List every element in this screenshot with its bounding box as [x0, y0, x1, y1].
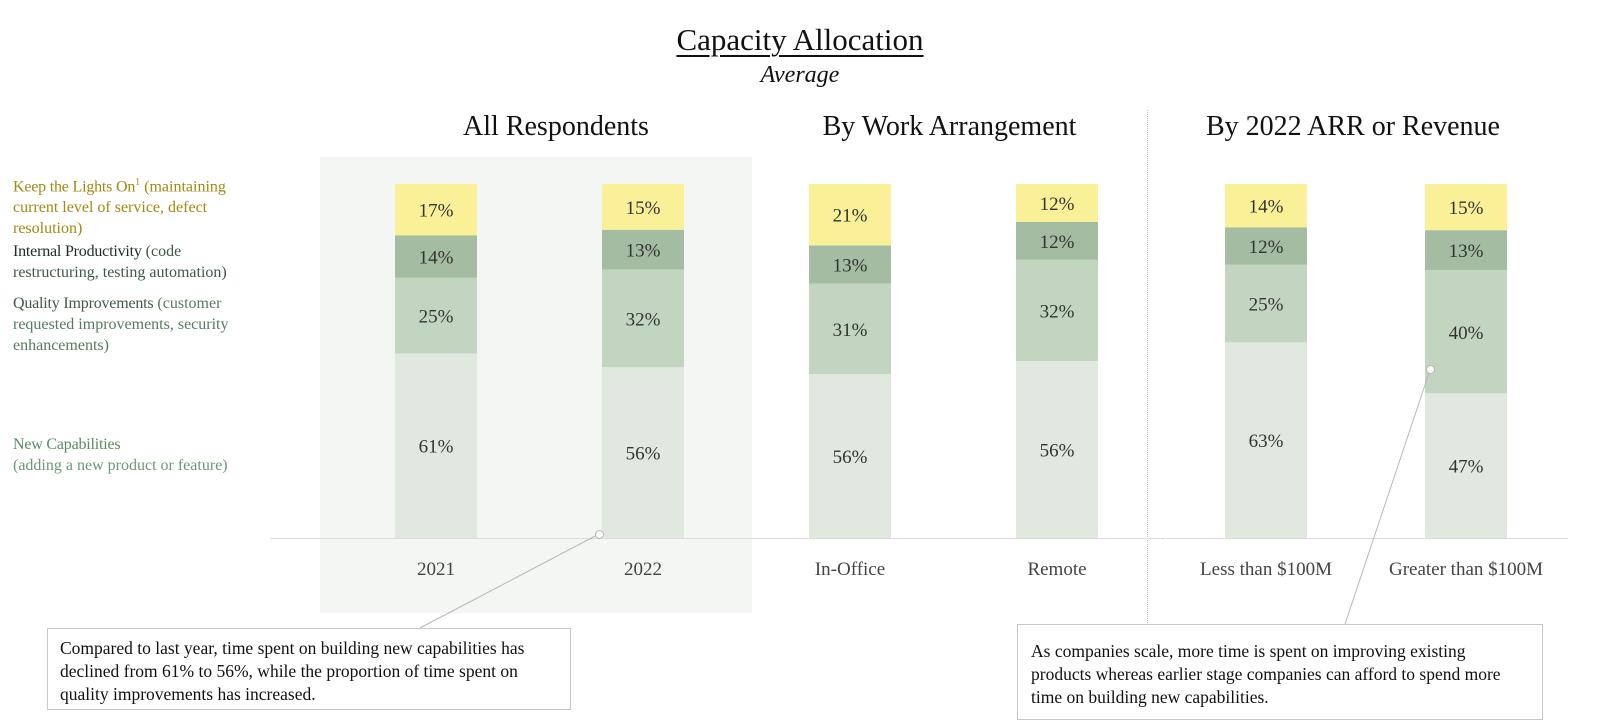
- bar-segment-new-capabilities: [1225, 342, 1307, 538]
- data-label: 14%: [1249, 197, 1284, 218]
- bar-segment-quality-improvements: [1016, 259, 1098, 361]
- bar-segment-new-capabilities: [1016, 361, 1098, 538]
- data-label: 12%: [1040, 194, 1075, 215]
- legend-keep-lights-on: Keep the Lights On1 (maintaining current…: [13, 172, 263, 239]
- data-label: 63%: [1249, 431, 1284, 452]
- bar-segment-keep-the-lights-on: [1225, 184, 1307, 228]
- bar-segment-new-capabilities: [395, 353, 477, 538]
- bar-segment-internal-productivity: [1225, 227, 1307, 265]
- bar-segment-quality-improvements: [602, 269, 684, 368]
- data-label: 13%: [833, 255, 868, 276]
- group-title-work-arrangement: By Work Arrangement: [822, 111, 1077, 142]
- category-label: Greater than $100M: [1389, 559, 1543, 580]
- data-label: 32%: [1040, 301, 1075, 322]
- data-label: 25%: [419, 307, 454, 328]
- chart-title: Capacity Allocation: [676, 22, 924, 57]
- bar-segment-keep-the-lights-on: [602, 184, 684, 230]
- data-label: 12%: [1040, 232, 1075, 253]
- category-label: 2021: [417, 559, 455, 580]
- legend-desc: (maintaining current level of service, d…: [13, 178, 226, 238]
- chart-subtitle: Average: [760, 62, 840, 88]
- bar-segment-keep-the-lights-on: [1016, 184, 1098, 222]
- bar-segment-internal-productivity: [395, 235, 477, 278]
- legend-name: Quality Improvements: [13, 295, 154, 312]
- data-label: 56%: [1040, 441, 1075, 462]
- legend-quality-improvements: Quality Improvements (customer requested…: [13, 293, 263, 356]
- legend-internal-productivity: Internal Productivity (code restructurin…: [13, 241, 263, 283]
- category-label: 2022: [624, 559, 662, 580]
- data-label: 25%: [1249, 295, 1284, 316]
- callout-left: Compared to last year, time spent on bui…: [47, 628, 571, 710]
- bar-segment-keep-the-lights-on: [395, 184, 477, 236]
- legend-desc: (customer requested improvements, securi…: [13, 295, 229, 354]
- bar-segment-keep-the-lights-on: [1425, 184, 1507, 231]
- data-label: 56%: [833, 447, 868, 468]
- legend-desc: (code restructuring, testing automation): [13, 243, 227, 281]
- data-label: 14%: [419, 248, 454, 269]
- group-title-all-respondents: All Respondents: [463, 111, 649, 142]
- group-divider: [1147, 110, 1148, 625]
- bar-segment-new-capabilities: [809, 374, 891, 538]
- data-label: 61%: [419, 437, 454, 458]
- group-title-arr-revenue: By 2022 ARR or Revenue: [1206, 111, 1500, 142]
- bar-segment-new-capabilities: [602, 367, 684, 538]
- data-label: 15%: [1449, 198, 1484, 219]
- bar-segment-quality-improvements: [1225, 264, 1307, 343]
- data-label: 13%: [1449, 241, 1484, 262]
- callout-left-anchor: [595, 530, 604, 539]
- legend-name: Keep the Lights On: [13, 178, 136, 196]
- bar-segment-new-capabilities: [1425, 393, 1507, 538]
- bar-segment-keep-the-lights-on: [809, 184, 891, 246]
- data-label: 21%: [833, 206, 868, 227]
- baseline-left: [270, 538, 1165, 539]
- data-label: 15%: [626, 198, 661, 219]
- data-label: 13%: [626, 241, 661, 262]
- bar-segment-internal-productivity: [1016, 221, 1098, 260]
- bar-segment-quality-improvements: [395, 277, 477, 354]
- data-label: 47%: [1449, 457, 1484, 478]
- callout-right-leader: [1344, 369, 1431, 625]
- data-label: 31%: [833, 320, 868, 341]
- bar-segment-quality-improvements: [1425, 270, 1507, 394]
- baseline-right: [1166, 538, 1568, 539]
- legend-name: New Capabilities: [13, 436, 121, 453]
- data-label: 17%: [419, 201, 454, 222]
- callout-right-anchor: [1426, 365, 1435, 374]
- category-label: Remote: [1027, 559, 1086, 580]
- category-label: In-Office: [815, 559, 885, 580]
- bar-segment-internal-productivity: [602, 229, 684, 270]
- legend-name: Internal Productivity: [13, 243, 142, 260]
- bar-segment-internal-productivity: [1425, 230, 1507, 271]
- data-label: 56%: [626, 444, 661, 465]
- bar-segment-quality-improvements: [809, 283, 891, 375]
- category-label: Less than $100M: [1200, 559, 1332, 580]
- legend-desc: (adding a new product or feature): [13, 457, 228, 474]
- legend-footnote: 1: [135, 177, 141, 188]
- data-label: 12%: [1249, 237, 1284, 258]
- callout-left-leader: [419, 533, 600, 629]
- callout-right: As companies scale, more time is spent o…: [1017, 624, 1543, 720]
- data-label: 32%: [626, 309, 661, 330]
- bar-segment-internal-productivity: [809, 245, 891, 284]
- legend-new-capabilities: New Capabilities (adding a new product o…: [13, 434, 263, 476]
- data-label: 40%: [1449, 323, 1484, 344]
